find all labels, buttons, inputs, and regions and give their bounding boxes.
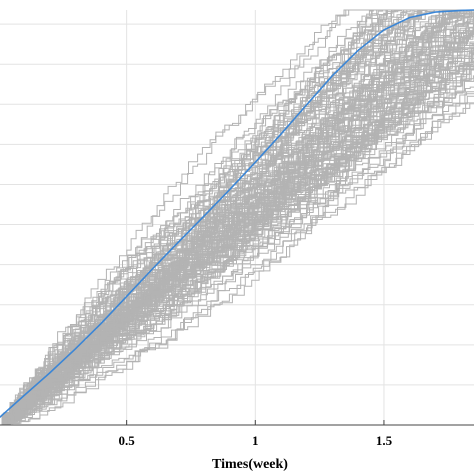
sample-path — [0, 60, 474, 426]
sample-path — [0, 69, 474, 426]
sample-path — [0, 9, 474, 426]
sample-path — [0, 9, 474, 426]
sample-path — [0, 9, 474, 426]
sample-path — [0, 102, 474, 426]
x-tick-label: 1 — [252, 433, 259, 448]
sample-path — [0, 9, 474, 426]
sample-path — [0, 53, 474, 426]
x-tick-label: 1.5 — [376, 433, 393, 448]
sample-path — [0, 48, 474, 426]
sample-path — [0, 33, 474, 426]
mean-line — [0, 9, 474, 419]
sample-path — [0, 32, 474, 426]
x-ticks: 0.5 1 1.5 — [119, 420, 393, 448]
sample-path — [0, 65, 474, 426]
sample-path — [0, 9, 474, 426]
mean-line-group — [0, 9, 474, 419]
sample-path — [0, 9, 474, 426]
sample-path — [0, 9, 474, 426]
x-tick-label: 0.5 — [119, 433, 136, 448]
sample-path — [0, 45, 474, 426]
sample-path — [0, 26, 474, 426]
sample-path — [0, 93, 474, 426]
sample-path — [0, 91, 474, 426]
sample-paths — [0, 9, 474, 426]
sample-path — [0, 9, 474, 426]
x-axis-label: Times(week) — [212, 457, 288, 472]
sample-path — [0, 34, 474, 426]
sample-path — [0, 75, 474, 426]
